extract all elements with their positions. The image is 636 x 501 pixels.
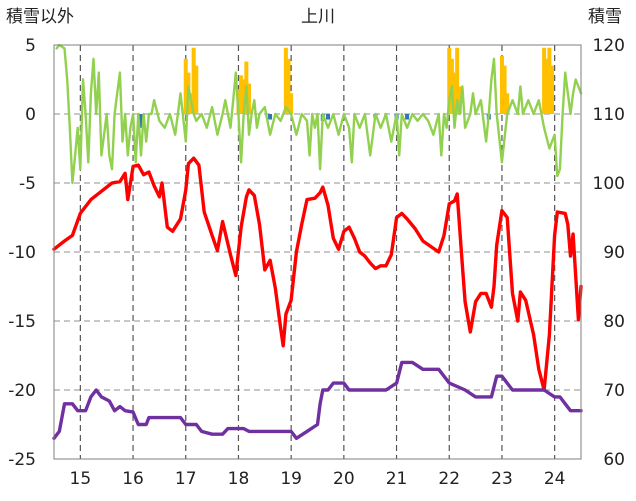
- bar: [289, 93, 294, 114]
- x-tick-label: 21: [386, 469, 408, 489]
- bar: [542, 47, 547, 115]
- bar: [241, 79, 246, 114]
- bar: [191, 47, 196, 115]
- series-lines: [52, 43, 583, 440]
- left-tick-label: -25: [8, 450, 36, 470]
- right-tick-label: 60: [603, 450, 625, 470]
- bar: [194, 65, 199, 114]
- x-tick-label: 17: [175, 469, 197, 489]
- bar: [550, 65, 555, 114]
- bar: [326, 114, 331, 120]
- series-line-red: [52, 156, 583, 392]
- left-tick-label: -15: [8, 312, 36, 332]
- bar: [502, 65, 507, 114]
- right-tick-label: 70: [603, 381, 625, 401]
- x-tick-label: 24: [544, 469, 566, 489]
- bar: [547, 47, 552, 115]
- x-tick-label: 20: [333, 469, 355, 489]
- left-tick-label: -5: [19, 174, 36, 194]
- bar: [505, 93, 510, 114]
- bar: [455, 47, 460, 115]
- bar: [286, 58, 291, 114]
- right-axis-label: 積雪: [588, 7, 622, 27]
- series-line-purple: [52, 360, 583, 440]
- bar: [405, 114, 410, 120]
- left-tick-label: -10: [8, 243, 36, 263]
- plot-frame: [53, 44, 582, 460]
- x-tick-label: 15: [70, 469, 92, 489]
- bar: [457, 86, 462, 114]
- x-tick-label: 16: [122, 469, 144, 489]
- x-tick-label: 19: [280, 469, 302, 489]
- x-tick-label: 18: [228, 469, 250, 489]
- x-tick-label: 23: [491, 469, 513, 489]
- bar: [544, 58, 549, 114]
- left-tick-label: 0: [25, 105, 36, 125]
- bar: [239, 75, 244, 114]
- x-tick-label: 22: [438, 469, 460, 489]
- bar: [246, 83, 251, 114]
- bar: [499, 56, 504, 114]
- bar: [452, 72, 457, 114]
- bar: [268, 114, 273, 120]
- right-tick-label: 90: [603, 243, 625, 263]
- right-tick-label: 80: [603, 312, 625, 332]
- series-line-green: [55, 43, 583, 185]
- left-tick-label: -20: [8, 381, 36, 401]
- bar: [183, 58, 188, 114]
- bar: [447, 47, 452, 115]
- bar: [138, 114, 143, 128]
- grid: [54, 45, 581, 459]
- left-axis-label: 積雪以外: [6, 7, 74, 27]
- right-tick-label: 120: [593, 36, 625, 56]
- left-tick-label: 5: [25, 36, 36, 56]
- bar: [283, 47, 288, 115]
- chart-title: 上川: [301, 7, 335, 27]
- right-tick-label: 110: [593, 105, 625, 125]
- ticks: 5 0 -5 -10 -15 -20 -25 120 110 100 90 80 70 60 15 16 17 1…: [8, 36, 625, 489]
- right-tick-label: 100: [593, 174, 625, 194]
